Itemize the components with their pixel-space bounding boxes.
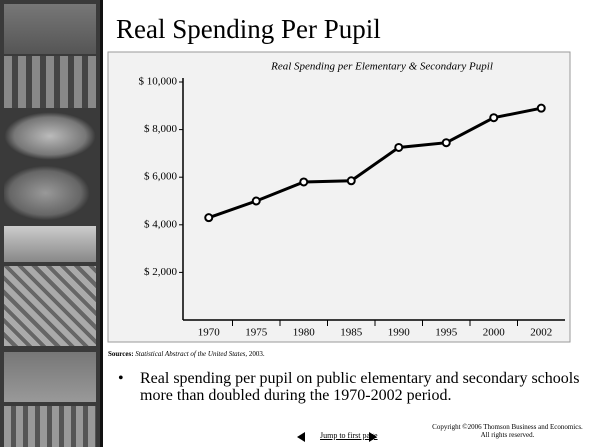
y-tick-label: $ 4,000 (144, 218, 178, 230)
x-tick-label: 2000 (483, 327, 506, 339)
jump-link[interactable]: Jump to first page (320, 431, 378, 440)
y-tick-label: $ 8,000 (144, 123, 178, 135)
y-tick-label: $ 6,000 (144, 171, 178, 183)
data-point (299, 177, 309, 187)
bullet-dot: • (118, 370, 124, 387)
sources: Sources: Statistical Abstract of the Uni… (108, 350, 265, 358)
x-tick-label: 1995 (435, 327, 458, 339)
bullet: • Real spending per pupil on public eleme… (118, 370, 591, 404)
image (4, 406, 96, 447)
data-point (204, 213, 214, 223)
arrow-left (297, 432, 305, 442)
bullet-text: Real spending per pupil on public elemen… (140, 370, 580, 404)
x-tick-label: 2002 (530, 327, 552, 339)
image (4, 56, 96, 108)
sources-rest: , 2003. (245, 350, 265, 358)
image (4, 162, 96, 224)
x-tick-label: 1990 (388, 327, 411, 339)
data-point (251, 196, 261, 206)
x-tick-label: 1980 (293, 327, 316, 339)
image (4, 4, 96, 54)
slide-title: Real Spending Per Pupil (116, 14, 381, 44)
data-point (346, 176, 356, 186)
copyright: Copyright ©2006 Thomson Business and Eco… (432, 423, 583, 439)
data-point (394, 142, 404, 152)
y-tick-label: $ 10,000 (139, 76, 178, 88)
sources-label: Sources: (108, 350, 134, 358)
image-strip (0, 0, 100, 447)
arrow-right (369, 432, 377, 442)
chart-title: Real Spending per Elementary & Secondary… (270, 61, 493, 73)
data-point (489, 113, 499, 123)
x-tick-label: 1985 (340, 327, 363, 339)
image (4, 352, 96, 402)
data-point (441, 138, 451, 148)
data-point (536, 103, 546, 113)
image (4, 226, 96, 262)
x-tick-label: 1975 (245, 327, 268, 339)
y-tick-label: $ 2,000 (144, 266, 178, 278)
sources-title: Statistical Abstract of the United State… (135, 350, 246, 358)
x-tick-label: 1970 (198, 327, 221, 339)
chart-frame (107, 51, 571, 343)
separator (100, 0, 103, 447)
image (4, 266, 96, 346)
image (4, 112, 96, 160)
data-line (208, 106, 542, 220)
